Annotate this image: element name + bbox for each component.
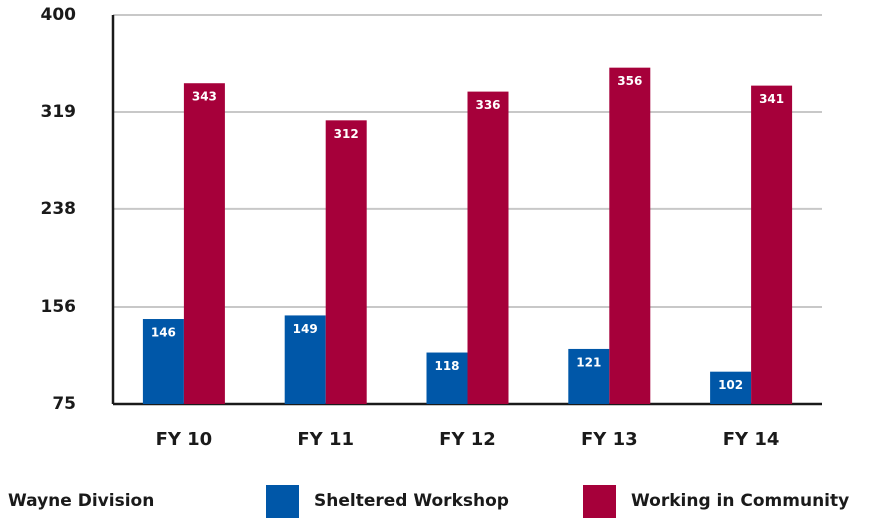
bar	[325, 120, 367, 405]
x-tick-label: FY 10	[156, 429, 213, 450]
x-tick-label: FY 13	[581, 429, 638, 450]
value-label: 118	[434, 359, 459, 373]
value-label: 343	[192, 90, 217, 104]
bar	[710, 371, 752, 404]
x-tick-label: FY 14	[723, 429, 780, 450]
legend-title: Wayne Division	[8, 491, 154, 511]
y-tick-label: 75	[52, 394, 76, 414]
value-label: 146	[151, 326, 176, 340]
bar	[609, 67, 651, 404]
value-label: 356	[617, 74, 642, 88]
value-label: 149	[293, 322, 318, 336]
value-label: 341	[759, 92, 784, 106]
bar	[183, 83, 225, 405]
bar	[142, 319, 184, 404]
bar	[568, 348, 610, 404]
value-label: 121	[576, 355, 601, 369]
x-tick-label: FY 12	[439, 429, 496, 450]
legend-label: Sheltered Workshop	[314, 491, 509, 511]
value-label: 312	[334, 127, 359, 141]
bar	[751, 85, 793, 404]
x-tick-label: FY 11	[297, 429, 354, 450]
y-tick-label: 400	[41, 5, 77, 25]
bar	[426, 352, 468, 404]
y-tick-label: 156	[41, 297, 77, 317]
value-label: 336	[475, 98, 500, 112]
legend-swatch	[583, 485, 616, 518]
legend-swatch	[266, 485, 299, 518]
legend-label: Working in Community	[631, 491, 849, 511]
value-label: 102	[718, 378, 743, 392]
y-tick-label: 319	[41, 102, 77, 122]
y-tick-label: 238	[41, 199, 77, 219]
bar	[284, 315, 326, 404]
bar	[467, 91, 509, 404]
